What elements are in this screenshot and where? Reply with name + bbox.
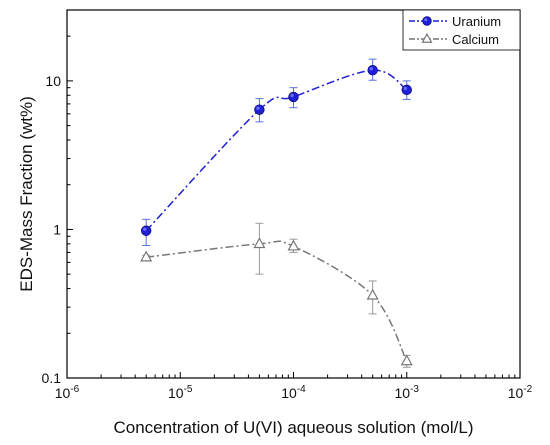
y-tick-label: 0.1	[42, 370, 62, 386]
x-tick-label: 10-2	[508, 384, 533, 401]
data-point-uranium	[401, 84, 412, 96]
tick-marks	[66, 9, 521, 379]
series-calcium	[140, 222, 413, 368]
data-point-uranium-highlight	[369, 67, 373, 71]
y-axis-title: EDS-Mass Fraction (wt%)	[17, 96, 36, 292]
series-line-calcium	[146, 240, 408, 362]
legend-label-calcium: Calcium	[452, 32, 499, 47]
x-tick-label: 10-6	[55, 384, 80, 401]
x-tick-exponent: -2	[523, 384, 532, 395]
x-tick-exponent: -6	[70, 384, 79, 395]
series-uranium	[140, 58, 412, 246]
data-point-uranium	[140, 225, 152, 236]
y-tick-label: 1	[53, 221, 61, 237]
y-tick-labels: 0.1 1 10	[42, 73, 62, 386]
x-tick-exponent: -3	[410, 384, 419, 395]
data-point-uranium	[288, 91, 299, 103]
data-point-calcium	[287, 239, 300, 251]
data-point-uranium-highlight	[290, 93, 294, 98]
data-point-calcium	[366, 288, 379, 300]
legend-marker-uranium	[422, 16, 432, 26]
plot-frame	[66, 9, 521, 379]
x-tick-base: 10	[395, 385, 411, 401]
x-axis-title: Concentration of U(VI) aqueous solution …	[113, 418, 473, 437]
data-point-uranium-highlight	[143, 227, 147, 231]
x-tick-exponent: -4	[297, 384, 306, 395]
data-point-uranium	[367, 65, 378, 76]
x-tick-base: 10	[168, 385, 184, 401]
data-point-uranium	[254, 104, 265, 115]
y-tick-label: 10	[45, 73, 61, 89]
data-point-calcium	[400, 354, 413, 366]
x-tick-exponent: -5	[184, 384, 193, 395]
x-tick-base: 10	[508, 385, 524, 401]
x-tick-base: 10	[55, 385, 71, 401]
x-tick-base: 10	[281, 385, 297, 401]
legend: Uranium Calcium	[402, 9, 521, 51]
data-point-calcium	[140, 250, 153, 262]
x-tick-label: 10-3	[395, 384, 420, 401]
legend-marker-uranium-highlight	[424, 18, 428, 22]
data-point-uranium-highlight	[256, 106, 260, 110]
x-tick-labels: 10-6 10-5 10-4 10-3 10-2	[55, 384, 533, 401]
series-line-uranium	[145, 69, 408, 232]
series-layer	[140, 58, 413, 368]
legend-marker-calcium	[421, 32, 433, 43]
x-tick-label: 10-5	[168, 384, 193, 401]
data-point-uranium-highlight	[403, 86, 407, 91]
legend-label-uranium: Uranium	[452, 14, 501, 29]
data-point-calcium	[253, 237, 266, 249]
legend-box	[402, 9, 521, 51]
x-tick-label: 10-4	[281, 384, 306, 401]
